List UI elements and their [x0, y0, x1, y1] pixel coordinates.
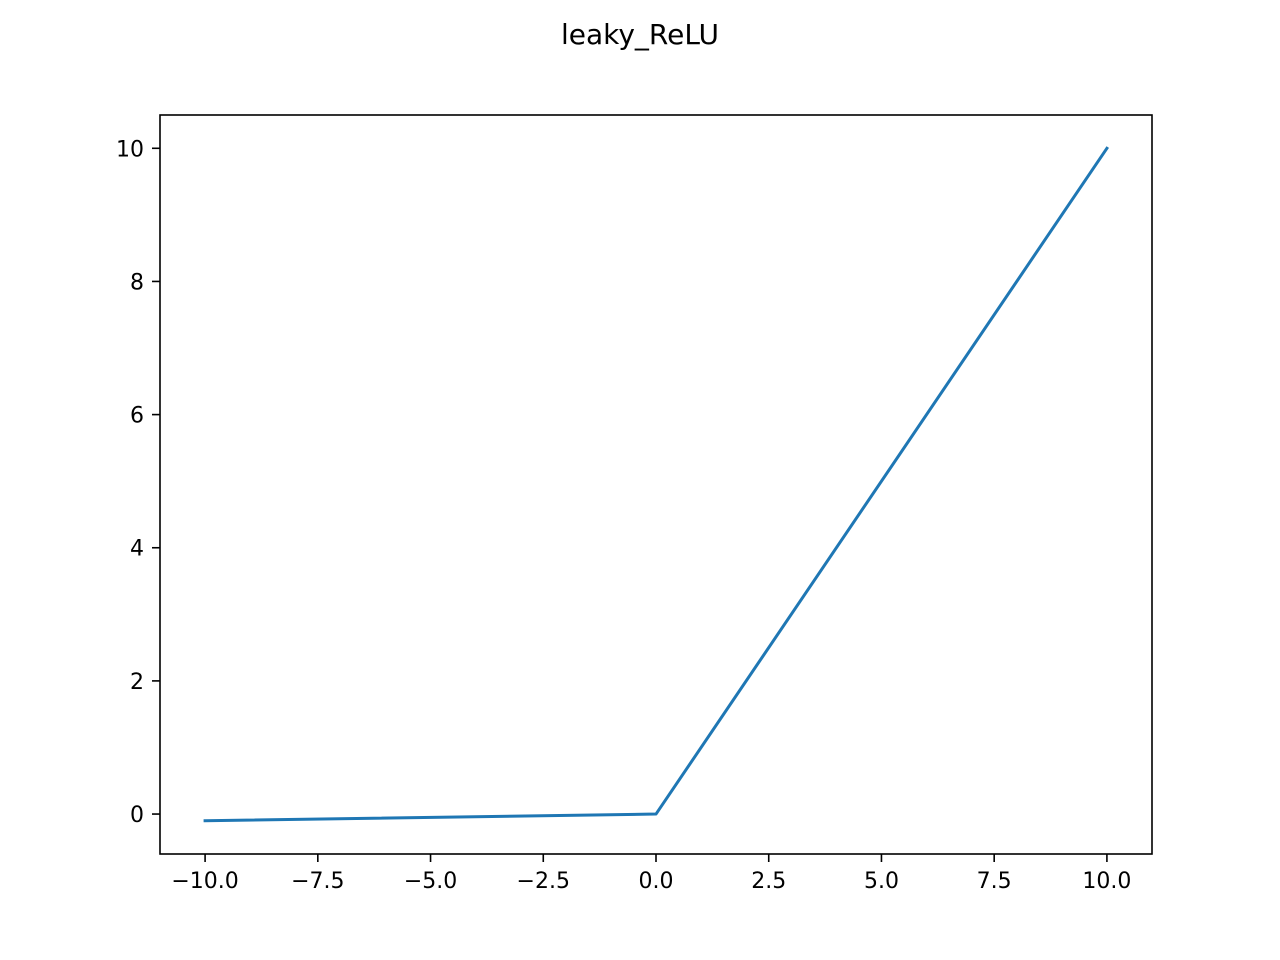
x-axis-ticks: −10.0 −7.5 −5.0 −2.5 0.0 2.5 5.0 7.5 10.0 [171, 854, 1131, 894]
x-tick-label: −5.0 [404, 869, 457, 894]
x-tick-label: 5.0 [864, 869, 899, 894]
y-tick-label: 4 [130, 537, 144, 562]
chart-title: leaky_ReLU [561, 18, 719, 51]
x-tick-label: −10.0 [171, 869, 238, 894]
x-tick-label: 10.0 [1082, 869, 1131, 894]
x-tick-label: 2.5 [751, 869, 786, 894]
y-tick-label: 8 [130, 270, 144, 295]
y-tick-label: 0 [130, 803, 144, 828]
plot-lines [203, 146, 1109, 823]
y-axis-ticks: 0 2 4 6 8 10 [116, 137, 160, 828]
plot-frame [159, 114, 1153, 855]
y-tick-label: 2 [130, 670, 144, 695]
y-tick-label: 10 [116, 137, 144, 162]
x-tick-label: 7.5 [977, 869, 1012, 894]
x-tick-label: −7.5 [291, 869, 344, 894]
y-tick-label: 6 [130, 404, 144, 429]
series-line-0 [203, 146, 1109, 823]
x-tick-label: 0.0 [639, 869, 674, 894]
x-tick-label: −2.5 [517, 869, 570, 894]
